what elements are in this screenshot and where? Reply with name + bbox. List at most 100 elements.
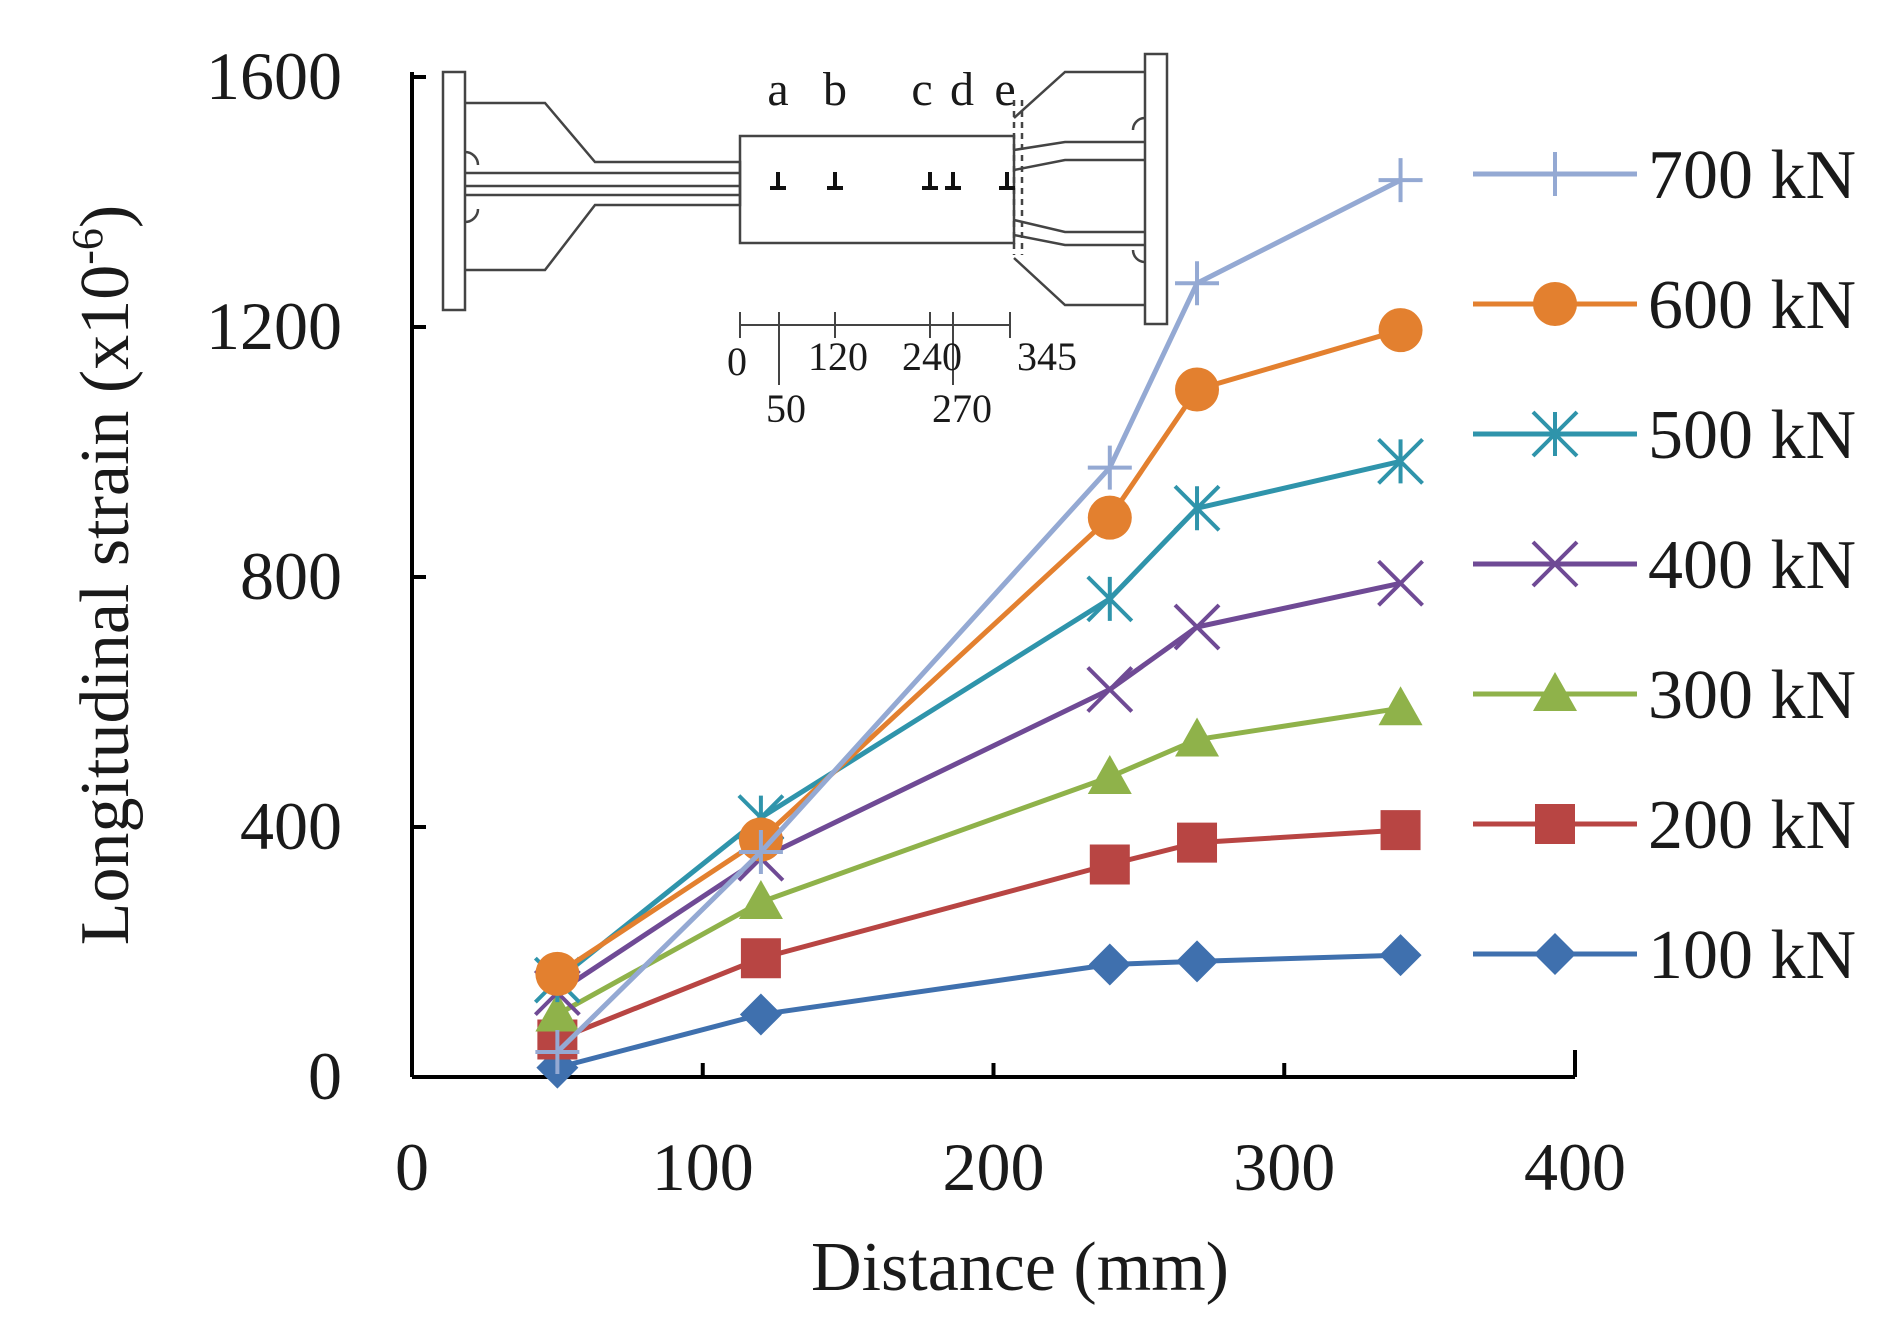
legend-marker-300-kn xyxy=(1533,672,1577,711)
data-point-200-kn-240 xyxy=(1089,844,1130,885)
data-point-200-kn-340 xyxy=(1380,810,1421,851)
left-end-plate xyxy=(441,70,467,312)
series-line-500-kn xyxy=(555,458,1402,983)
data-point-100-kn-270 xyxy=(1176,940,1219,983)
x-axis-title: Distance (mm) xyxy=(811,1229,1229,1306)
data-point-600-kn-270 xyxy=(1175,367,1220,412)
data-point-200-kn-270 xyxy=(1177,822,1218,863)
data-point-200-kn-120 xyxy=(740,938,781,979)
legend-label-300-kn: 300 kN xyxy=(1648,657,1856,734)
data-point-400-kn-270 xyxy=(1173,603,1221,651)
data-point-100-kn-240 xyxy=(1088,943,1131,986)
gauge-label-d: d xyxy=(950,63,974,116)
right-gusset-outline xyxy=(1013,70,1145,119)
gauge-label-e: e xyxy=(994,63,1015,116)
data-point-600-kn-340 xyxy=(1378,308,1423,353)
data-point-600-kn-50 xyxy=(535,951,580,996)
data-point-400-kn-240 xyxy=(1086,666,1134,713)
x-tick-label-100: 100 xyxy=(652,1129,754,1205)
series-400-kn xyxy=(533,559,1424,1017)
y-axis-title-exponent: -6 xyxy=(63,228,112,265)
legend-label-400-kn: 400 kN xyxy=(1648,527,1856,604)
data-point-300-kn-270 xyxy=(1175,717,1220,757)
y-tick-label-1600: 1600 xyxy=(206,38,342,114)
x-tick-label-0: 0 xyxy=(395,1129,429,1205)
gauge-label-c: c xyxy=(911,63,932,116)
dim-label-0: 0 xyxy=(727,339,747,384)
legend-label-700-kn: 700 kN xyxy=(1648,137,1856,214)
left-weld-top xyxy=(464,150,480,166)
right-rod-1 xyxy=(1013,140,1145,152)
data-point-300-kn-50 xyxy=(535,992,580,1032)
dim-label-240: 240 xyxy=(902,334,962,379)
gauge-e-mark xyxy=(999,172,1015,190)
legend-label-600-kn: 600 kN xyxy=(1648,267,1856,344)
x-tick-label-300: 300 xyxy=(1233,1129,1335,1205)
data-point-400-kn-340 xyxy=(1377,559,1424,607)
right-end-plate xyxy=(1143,52,1169,326)
data-point-500-kn-340 xyxy=(1377,437,1424,485)
data-point-700-kn-270 xyxy=(1175,261,1220,306)
series-line-200-kn xyxy=(556,827,1401,1042)
legend-marker-200-kn xyxy=(1535,804,1575,844)
y-axis-title-suffix: ) xyxy=(67,205,144,228)
data-point-100-kn-340 xyxy=(1379,934,1422,977)
legend-marker-400-kn xyxy=(1531,540,1579,588)
right-weld-top xyxy=(1131,116,1146,131)
legend-marker-600-kn xyxy=(1533,282,1577,326)
series-100-kn xyxy=(536,934,1422,1089)
data-point-700-kn-340 xyxy=(1378,158,1423,203)
axes xyxy=(410,72,1577,1079)
gauge-a-mark xyxy=(770,172,786,190)
dim-label-50: 50 xyxy=(766,386,806,431)
y-axis-title-main: Longitudinal strain (x10 xyxy=(67,265,144,945)
y-tick-label-800: 800 xyxy=(240,538,342,614)
gauge-label-a: a xyxy=(767,63,788,116)
data-point-300-kn-120 xyxy=(738,880,783,919)
data-point-500-kn-270 xyxy=(1173,484,1221,532)
right-rod-4 xyxy=(1013,233,1145,247)
legend-marker-500-kn xyxy=(1531,410,1579,458)
series-200-kn xyxy=(537,810,1421,1060)
gauge-d-mark xyxy=(945,172,961,190)
data-point-300-kn-340 xyxy=(1378,686,1423,726)
series-300-kn xyxy=(535,686,1423,1032)
right-weld-bottom xyxy=(1131,249,1146,264)
data-series xyxy=(533,158,1424,1089)
gauge-c-mark xyxy=(922,172,938,190)
y-tick-label-400: 400 xyxy=(240,788,342,864)
dim-label-120: 120 xyxy=(808,334,868,379)
data-point-700-kn-50 xyxy=(535,1030,580,1074)
series-line-700-kn xyxy=(555,177,1402,1054)
legend-label-100-kn: 100 kN xyxy=(1648,917,1856,994)
dim-label-345: 345 xyxy=(1017,334,1077,379)
dim-label-270: 270 xyxy=(932,386,992,431)
legend-label-500-kn: 500 kN xyxy=(1648,397,1856,474)
left-weld-bottom xyxy=(464,208,480,224)
legend: 700 kN 600 kN 500 kN 400 kN 300 kN 200 kN 100 … xyxy=(1473,137,1856,994)
y-axis-title: Longitudinal strain (x10-6) xyxy=(63,205,144,945)
legend-label-200-kn: 200 kN xyxy=(1648,787,1856,864)
data-point-700-kn-240 xyxy=(1087,445,1132,490)
y-tick-label-0: 0 xyxy=(308,1038,342,1114)
data-point-700-kn-120 xyxy=(738,830,783,874)
data-point-100-kn-120 xyxy=(739,993,782,1036)
gauge-b-mark xyxy=(827,172,843,190)
legend-marker-100-kn xyxy=(1534,933,1576,975)
strain-gauges xyxy=(770,172,1015,190)
data-point-600-kn-240 xyxy=(1087,495,1132,540)
data-point-500-kn-240 xyxy=(1086,575,1134,623)
inset-labels: a b c d e 0 120 240 345 50 270 xyxy=(727,63,1077,431)
right-rod-2 xyxy=(1013,158,1145,172)
data-point-300-kn-240 xyxy=(1087,755,1132,794)
x-tick-labels: 0 100 200 300 400 xyxy=(395,1129,1626,1205)
x-tick-label-200: 200 xyxy=(943,1129,1045,1205)
series-700-kn xyxy=(535,158,1423,1074)
right-rod-3 xyxy=(1013,218,1145,234)
legend-marker-700-kn xyxy=(1533,152,1577,196)
x-tick-label-400: 400 xyxy=(1524,1129,1626,1205)
specimen-inset-diagram xyxy=(441,52,1169,385)
series-line-100-kn xyxy=(556,952,1401,1071)
